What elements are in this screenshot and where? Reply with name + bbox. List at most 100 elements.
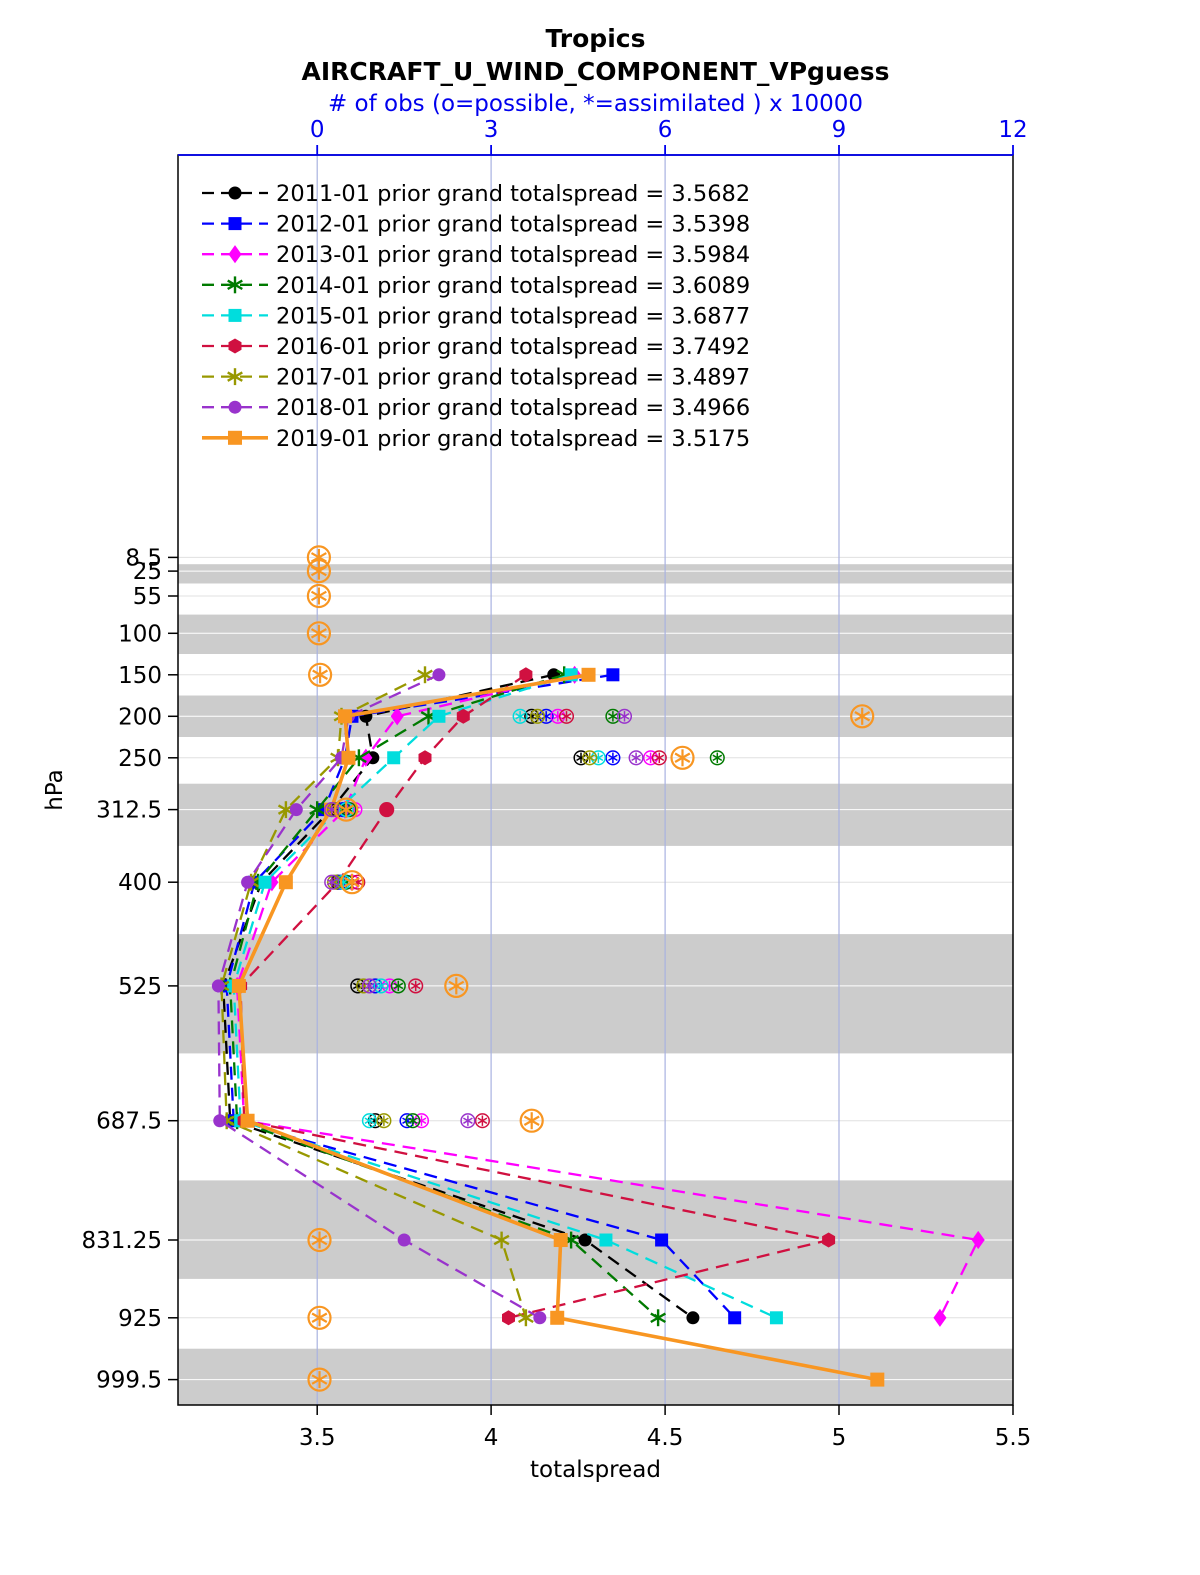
legend-item-2011-01: 2011-01 prior grand totalspread = 3.5682 bbox=[202, 181, 750, 207]
pressure-bands bbox=[178, 564, 1013, 1405]
left-tick-label: 687.5 bbox=[96, 1109, 162, 1135]
square-marker bbox=[240, 1113, 255, 1128]
left-tick-label: 150 bbox=[118, 663, 162, 689]
hexagon-marker bbox=[519, 667, 533, 683]
top-tick-label: 6 bbox=[658, 117, 673, 143]
left-tick-label: 999.5 bbox=[96, 1368, 162, 1394]
diamond-marker bbox=[971, 1230, 985, 1250]
legend: 2011-01 prior grand totalspread = 3.5682… bbox=[202, 181, 750, 452]
circle-marker bbox=[213, 1114, 227, 1128]
square-marker bbox=[228, 430, 242, 445]
series-line-2017-01 bbox=[220, 673, 527, 1319]
obs-marker-2019-01 bbox=[334, 797, 359, 822]
left-tick-label: 25 bbox=[133, 559, 162, 585]
obs-marker-2019-01 bbox=[307, 1367, 332, 1392]
obs-marker-2018-01 bbox=[361, 978, 377, 994]
obs-marker-2012-01 bbox=[605, 750, 621, 766]
left-tick-label: 8.5 bbox=[125, 545, 162, 571]
hexagon-marker bbox=[456, 708, 470, 724]
obs-marker-2018-01 bbox=[460, 1113, 476, 1129]
legend-label: 2011-01 prior grand totalspread = 3.5682 bbox=[276, 181, 750, 207]
left-tick-label: 831.25 bbox=[82, 1228, 162, 1254]
obs-marker-2014-01 bbox=[390, 978, 406, 994]
obs-marker-2016-01 bbox=[408, 978, 424, 994]
hexagon-marker bbox=[228, 338, 242, 354]
obs-marker-2016-01 bbox=[651, 750, 667, 766]
top-tick-label: 12 bbox=[998, 117, 1027, 143]
obs-marker-2018-01 bbox=[324, 874, 340, 890]
bottom-tick-label: 5 bbox=[832, 1425, 847, 1451]
obs-marker-2019-01 bbox=[306, 558, 331, 584]
obs-marker-2019-01 bbox=[444, 973, 469, 999]
series-line-2013-01 bbox=[235, 673, 980, 1319]
chart-title: Tropics bbox=[546, 24, 646, 53]
square-marker bbox=[228, 217, 242, 231]
legend-label: 2017-01 prior grand totalspread = 3.4897 bbox=[276, 365, 750, 391]
asterisk-marker bbox=[227, 368, 243, 386]
legend-label: 2016-01 prior grand totalspread = 3.7492 bbox=[276, 334, 750, 360]
circle-marker bbox=[686, 1311, 700, 1325]
obs-marker-2019-01 bbox=[307, 1227, 332, 1253]
obs-marker-2019-01 bbox=[308, 662, 333, 687]
left-axis-label: hPa bbox=[42, 769, 68, 811]
obs-marker-2017-01 bbox=[582, 750, 598, 766]
obs-marker-2017-01 bbox=[529, 708, 546, 724]
legend-item-2019-01: 2019-01 prior grand totalspread = 3.5175 bbox=[202, 426, 750, 452]
obs-marker-2018-01 bbox=[628, 750, 644, 766]
hexagon-marker bbox=[822, 1232, 836, 1248]
obs-marker-2018-01 bbox=[616, 708, 633, 724]
legend-label: 2012-01 prior grand totalspread = 3.5398 bbox=[276, 212, 750, 238]
diamond-marker bbox=[228, 245, 242, 264]
obs-count-layer bbox=[306, 545, 875, 1392]
left-tick-label: 100 bbox=[118, 621, 162, 647]
asterisk-marker bbox=[518, 1309, 534, 1327]
asterisk-marker bbox=[309, 801, 326, 819]
legend-item-2013-01: 2013-01 prior grand totalspread = 3.5984 bbox=[202, 242, 750, 268]
obs-marker-2013-01 bbox=[643, 750, 659, 766]
top-axis-label: # of obs (o=possible, *=assimilated ) x … bbox=[328, 91, 863, 117]
obs-marker-2019-01 bbox=[519, 1108, 544, 1133]
legend-item-2014-01: 2014-01 prior grand totalspread = 3.6089 bbox=[202, 273, 750, 299]
hexagon-marker bbox=[502, 1310, 515, 1326]
bottom-axis-label: totalspread bbox=[530, 1457, 661, 1483]
vertical-gridlines bbox=[316, 155, 840, 1405]
obs-marker-2013-01 bbox=[413, 1113, 430, 1129]
legend-label: 2018-01 prior grand totalspread = 3.4966 bbox=[276, 395, 750, 421]
square-marker bbox=[387, 751, 401, 765]
square-marker bbox=[432, 709, 446, 723]
obs-marker-2015-01 bbox=[512, 708, 528, 724]
top-tick-label: 0 bbox=[310, 117, 325, 143]
obs-marker-2016-01 bbox=[379, 802, 395, 818]
obs-marker-2015-01 bbox=[361, 1113, 377, 1129]
circle-marker bbox=[228, 400, 242, 414]
series-line-2019-01 bbox=[237, 673, 878, 1382]
legend-label: 2019-01 prior grand totalspread = 3.5175 bbox=[276, 426, 750, 452]
square-marker bbox=[231, 978, 246, 993]
diamond-marker bbox=[933, 1308, 947, 1327]
obs-marker-2013-01 bbox=[550, 708, 566, 724]
pressure-band bbox=[178, 614, 1013, 654]
bottom-tick-label: 3.5 bbox=[299, 1425, 336, 1451]
square-marker bbox=[599, 1233, 613, 1247]
left-tick-label: 250 bbox=[118, 746, 162, 772]
circle-marker bbox=[432, 668, 446, 682]
square-marker bbox=[581, 667, 596, 682]
square-marker bbox=[338, 709, 352, 724]
left-tick-label: 200 bbox=[118, 704, 162, 730]
bottom-tick-label: 4 bbox=[484, 1425, 499, 1451]
legend-item-2015-01: 2015-01 prior grand totalspread = 3.6877 bbox=[202, 303, 750, 329]
top-tick-label: 3 bbox=[484, 117, 499, 143]
square-marker bbox=[553, 1233, 568, 1248]
obs-marker-2019-01 bbox=[306, 583, 331, 609]
left-tick-label: 312.5 bbox=[96, 798, 162, 824]
square-marker bbox=[278, 875, 293, 890]
pressure-band bbox=[178, 1180, 1013, 1279]
square-marker bbox=[769, 1311, 783, 1325]
left-tick-label: 55 bbox=[133, 584, 162, 610]
obs-marker-2019-01 bbox=[307, 1305, 332, 1330]
square-marker bbox=[550, 1310, 565, 1325]
asterisk-marker bbox=[227, 276, 243, 294]
left-tick-label: 400 bbox=[118, 870, 162, 896]
